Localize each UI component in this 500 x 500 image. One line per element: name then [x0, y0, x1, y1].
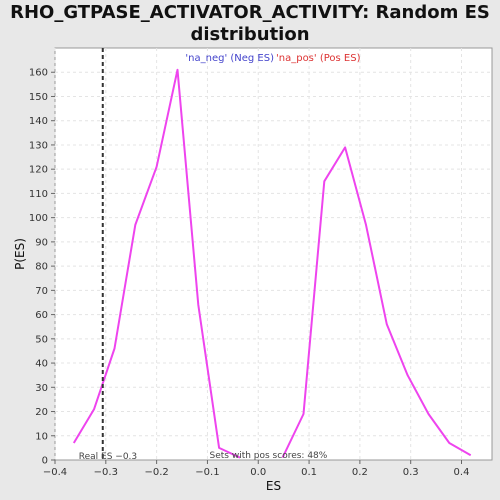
y-tick-label: 120 — [29, 165, 48, 176]
y-axis-label: P(ES) — [13, 238, 27, 270]
y-tick-label: 110 — [29, 189, 48, 200]
y-tick-label: 40 — [35, 359, 48, 370]
chart-title-line1: RHO_GTPASE_ACTIVATOR_ACTIVITY: Random ES — [10, 2, 490, 23]
chart-title: RHO_GTPASE_ACTIVATOR_ACTIVITY: Random ES… — [0, 2, 500, 46]
real-es-label: Real ES −0.3 — [79, 452, 137, 462]
pos-scores-label: Sets with pos scores: 48% — [210, 451, 328, 461]
y-tick-label: 20 — [35, 407, 48, 418]
x-tick-label: −0.4 — [43, 467, 67, 478]
series-group — [72, 68, 472, 459]
y-tick-label: 100 — [29, 213, 48, 224]
x-tick-label: −0.1 — [195, 467, 219, 478]
x-axis-ticks: −0.4 −0.3 −0.2 −0.1 0.0 0.1 0.2 0.3 0.4 — [43, 460, 470, 478]
grid — [54, 48, 492, 460]
y-tick-label: 10 — [35, 431, 48, 442]
y-tick-label: 160 — [29, 68, 48, 79]
y-tick-label: 70 — [35, 286, 48, 297]
legend-pos-entry: 'na_pos' (Pos ES) — [276, 53, 361, 64]
chart-title-line2: distribution — [190, 24, 310, 45]
y-tick-label: 90 — [35, 237, 48, 248]
x-axis-label: ES — [266, 479, 281, 493]
y-tick-label: 80 — [35, 262, 48, 273]
x-tick-label: 0.1 — [301, 467, 317, 478]
series-line — [72, 68, 241, 459]
legend-neg-entry: 'na_neg' (Neg ES) — [185, 53, 274, 64]
plot-area — [54, 47, 493, 461]
y-tick-label: 150 — [29, 92, 48, 103]
y-tick-label: 130 — [29, 140, 48, 151]
x-tick-label: −0.2 — [144, 467, 168, 478]
y-tick-label: 30 — [35, 383, 48, 394]
y-tick-label: 0 — [42, 456, 48, 467]
y-tick-label: 60 — [35, 310, 48, 321]
x-tick-label: 0.2 — [352, 467, 368, 478]
x-tick-label: 0.3 — [403, 467, 419, 478]
y-axis-ticks: 0 10 20 30 40 50 60 70 80 90 100 110 120 130 140 150 160 — [29, 68, 55, 467]
series-line — [281, 146, 472, 459]
x-tick-label: 0.4 — [454, 467, 470, 478]
y-tick-label: 50 — [35, 334, 48, 345]
x-tick-label: 0.0 — [250, 467, 266, 478]
y-tick-label: 140 — [29, 116, 48, 127]
x-tick-label: −0.3 — [94, 467, 118, 478]
